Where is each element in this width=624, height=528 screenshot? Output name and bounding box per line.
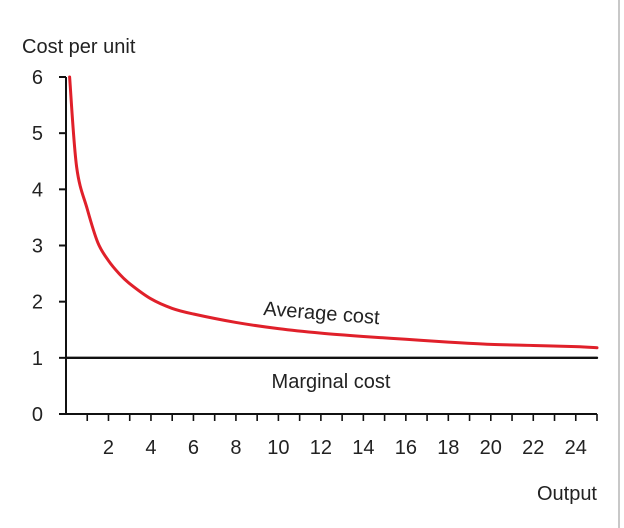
y-tick-label: 2 <box>32 292 43 314</box>
y-tick-label: 4 <box>32 179 43 201</box>
right-edge-rule <box>618 0 620 528</box>
average-cost-line <box>68 75 599 350</box>
x-axis-label: Output <box>537 483 597 505</box>
series-layer <box>64 75 599 360</box>
y-tick-label: 0 <box>32 404 43 426</box>
x-tick-label: 14 <box>352 437 374 459</box>
x-tick-label: 16 <box>395 437 417 459</box>
x-tick-label: 8 <box>230 437 241 459</box>
x-tick-label: 4 <box>145 437 156 459</box>
y-ticks: 0 1 2 3 4 5 6 <box>32 67 66 426</box>
y-tick-label: 1 <box>32 348 43 370</box>
x-tick-label: 24 <box>565 437 587 459</box>
marginal-cost-label: Marginal cost <box>272 371 391 393</box>
x-tick-label: 6 <box>188 437 199 459</box>
y-tick-label: 5 <box>32 123 43 145</box>
average-cost-label: Average cost <box>263 298 381 329</box>
y-axis-label: Cost per unit <box>22 36 136 58</box>
x-tick-label: 12 <box>310 437 332 459</box>
x-tick-label: 20 <box>480 437 502 459</box>
x-tick-label: 18 <box>437 437 459 459</box>
series-labels: Average cost Marginal cost <box>263 298 391 393</box>
x-tick-label: 22 <box>522 437 544 459</box>
x-tick-label: 10 <box>267 437 289 459</box>
y-tick-label: 6 <box>32 67 43 89</box>
x-ticks: 2 4 6 8 10 12 14 16 18 20 22 24 <box>86 414 598 459</box>
x-tick-label: 2 <box>103 437 114 459</box>
y-tick-label: 3 <box>32 236 43 258</box>
